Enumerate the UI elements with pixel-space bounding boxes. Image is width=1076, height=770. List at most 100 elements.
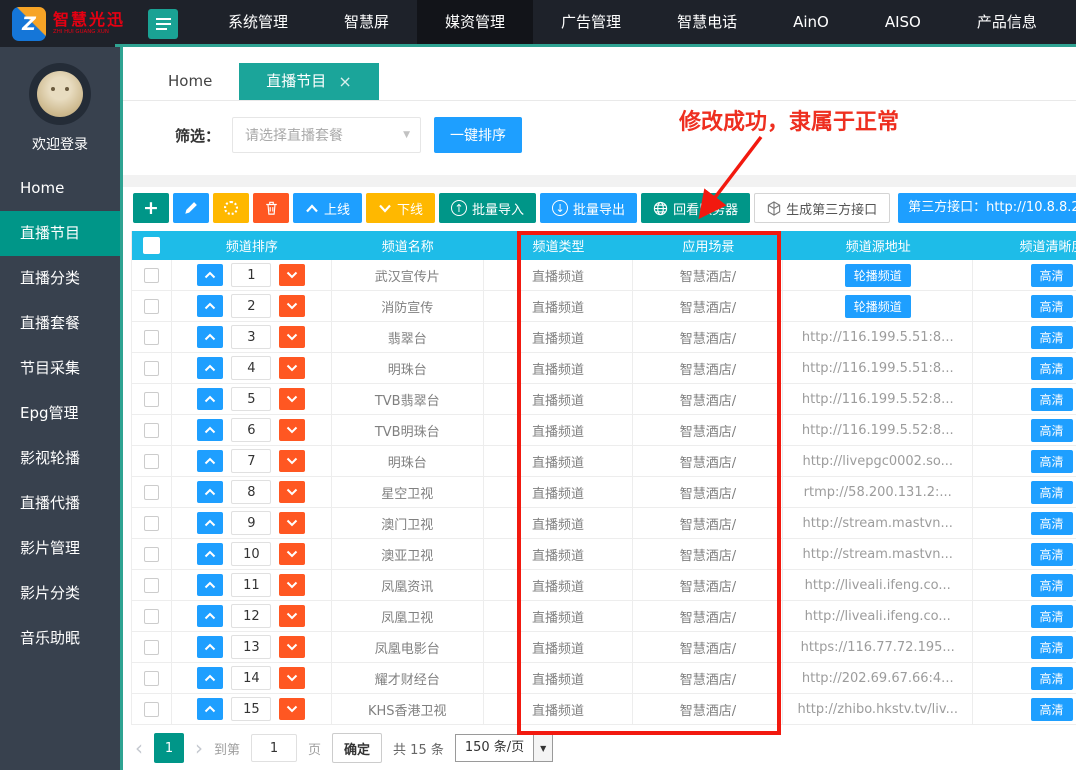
package-select[interactable]: 请选择直播套餐 ▼ xyxy=(232,117,422,153)
select-all-checkbox[interactable] xyxy=(143,237,161,254)
move-up-button[interactable] xyxy=(197,295,224,317)
order-input[interactable] xyxy=(231,573,272,597)
move-up-button[interactable] xyxy=(197,574,224,596)
order-input[interactable] xyxy=(231,480,272,504)
playback-server-button[interactable]: 回看服务器 xyxy=(641,193,751,223)
batch-export-button[interactable]: ↓ 批量导出 xyxy=(540,193,638,223)
row-checkbox[interactable] xyxy=(143,484,159,500)
delete-button[interactable] xyxy=(253,193,289,223)
order-input[interactable] xyxy=(231,418,272,442)
quality-button[interactable]: 高清 xyxy=(1030,573,1073,597)
nav-item[interactable]: AinO xyxy=(793,13,829,31)
confirm-button[interactable]: 确定 xyxy=(332,733,383,763)
prev-page-button[interactable]: ‹ xyxy=(135,736,143,760)
order-input[interactable] xyxy=(231,387,272,411)
move-down-button[interactable] xyxy=(279,419,306,441)
sidebar-item[interactable]: 影片分类 xyxy=(20,584,81,602)
move-up-button[interactable] xyxy=(197,667,224,689)
order-input[interactable] xyxy=(231,325,272,349)
order-input[interactable] xyxy=(231,542,272,566)
order-input[interactable] xyxy=(231,635,272,659)
nav-item[interactable]: AISO xyxy=(884,13,921,31)
order-input[interactable] xyxy=(231,449,272,473)
move-down-button[interactable] xyxy=(279,512,306,534)
sidebar-item[interactable]: 影片管理 xyxy=(20,539,81,557)
row-checkbox[interactable] xyxy=(143,267,159,283)
order-input[interactable] xyxy=(231,697,272,721)
nav-item[interactable]: 媒资管理 xyxy=(417,0,534,47)
move-up-button[interactable] xyxy=(197,636,224,658)
move-down-button[interactable] xyxy=(279,605,306,627)
nav-item[interactable]: 智慧屏 xyxy=(344,13,390,31)
quality-button[interactable]: 高清 xyxy=(1030,697,1073,721)
quality-button[interactable]: 高清 xyxy=(1030,325,1073,349)
move-down-button[interactable] xyxy=(279,574,306,596)
quality-button[interactable]: 高清 xyxy=(1030,666,1073,690)
sidebar-item[interactable]: 影视轮播 xyxy=(20,449,81,467)
order-input[interactable] xyxy=(231,511,272,535)
quality-button[interactable]: 高清 xyxy=(1030,294,1073,318)
close-icon[interactable]: × xyxy=(338,71,352,91)
sidebar-item[interactable]: 直播节目 xyxy=(0,211,120,256)
row-checkbox[interactable] xyxy=(143,639,159,655)
sidebar-item[interactable]: 音乐助眠 xyxy=(20,629,81,647)
move-up-button[interactable] xyxy=(197,326,224,348)
online-button[interactable]: 上线 xyxy=(293,193,363,223)
nav-item[interactable]: 系统管理 xyxy=(228,13,289,31)
sidebar-item[interactable]: 直播分类 xyxy=(20,269,81,287)
offline-button[interactable]: 下线 xyxy=(366,193,436,223)
sidebar-item[interactable]: 节目采集 xyxy=(20,359,81,377)
move-up-button[interactable] xyxy=(197,605,224,627)
move-down-button[interactable] xyxy=(279,264,306,286)
quality-button[interactable]: 高清 xyxy=(1030,387,1073,411)
row-checkbox[interactable] xyxy=(143,515,159,531)
menu-toggle-button[interactable] xyxy=(148,8,178,39)
move-up-button[interactable] xyxy=(197,450,224,472)
sidebar-item[interactable]: 直播套餐 xyxy=(20,314,81,332)
move-down-button[interactable] xyxy=(279,543,306,565)
row-checkbox[interactable] xyxy=(143,608,159,624)
sidebar-item[interactable]: Home xyxy=(20,179,65,197)
row-checkbox[interactable] xyxy=(143,329,159,345)
channel-source[interactable]: 轮播频道 xyxy=(844,263,911,287)
quality-button[interactable]: 高清 xyxy=(1030,604,1073,628)
tab-home[interactable]: Home xyxy=(168,72,213,90)
channel-source[interactable]: 轮播频道 xyxy=(844,294,911,318)
quality-button[interactable]: 高清 xyxy=(1030,480,1073,504)
nav-item[interactable]: 智慧电话 xyxy=(677,13,738,31)
move-down-button[interactable] xyxy=(279,636,306,658)
order-input[interactable] xyxy=(231,356,272,380)
row-checkbox[interactable] xyxy=(143,298,159,314)
add-button[interactable]: + xyxy=(133,193,169,223)
move-down-button[interactable] xyxy=(279,481,306,503)
quality-button[interactable]: 高清 xyxy=(1030,356,1073,380)
batch-import-button[interactable]: ↑ 批量导入 xyxy=(439,193,537,223)
goto-page-input[interactable] xyxy=(251,734,298,762)
order-input[interactable] xyxy=(231,604,272,628)
order-input[interactable] xyxy=(231,666,272,690)
order-input[interactable] xyxy=(231,294,272,318)
move-down-button[interactable] xyxy=(279,357,306,379)
quality-button[interactable]: 高清 xyxy=(1030,635,1073,659)
quality-button[interactable]: 高清 xyxy=(1030,263,1073,287)
row-checkbox[interactable] xyxy=(143,453,159,469)
move-down-button[interactable] xyxy=(279,698,306,720)
row-checkbox[interactable] xyxy=(143,422,159,438)
move-up-button[interactable] xyxy=(197,698,224,720)
move-down-button[interactable] xyxy=(279,326,306,348)
quality-button[interactable]: 高清 xyxy=(1030,511,1073,535)
move-up-button[interactable] xyxy=(197,357,224,379)
move-down-button[interactable] xyxy=(279,388,306,410)
sidebar-item[interactable]: 直播代播 xyxy=(20,494,81,512)
row-checkbox[interactable] xyxy=(143,546,159,562)
sidebar-item[interactable]: Epg管理 xyxy=(20,404,79,422)
move-up-button[interactable] xyxy=(197,512,224,534)
refresh-button[interactable] xyxy=(213,193,249,223)
row-checkbox[interactable] xyxy=(143,360,159,376)
nav-item[interactable]: 产品信息 xyxy=(976,13,1037,31)
move-down-button[interactable] xyxy=(279,295,306,317)
page-size-select[interactable]: 150 条/页 ▼ xyxy=(454,734,554,762)
move-up-button[interactable] xyxy=(197,481,224,503)
move-up-button[interactable] xyxy=(197,543,224,565)
move-up-button[interactable] xyxy=(197,388,224,410)
